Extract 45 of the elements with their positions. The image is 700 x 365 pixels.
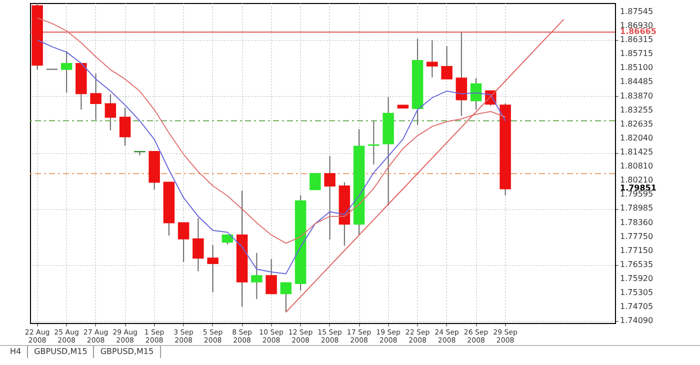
candlestick	[251, 252, 262, 300]
y-tick-label: 1.77750	[620, 232, 654, 242]
text: H4	[4, 346, 28, 358]
candlestick	[266, 258, 277, 295]
candlestick	[324, 156, 336, 240]
y-tick-label: 1.86315	[620, 35, 654, 44]
ref-line-label: 1.86665	[620, 27, 657, 36]
text: GBPUSD,M15	[94, 346, 161, 358]
y-tick-label: 1.77150	[620, 246, 654, 255]
y-tick-label: 1.82635	[620, 120, 654, 129]
y-tick-label: 1.83870	[620, 91, 654, 100]
y-tick-label: 1.74090	[620, 316, 654, 326]
candlestick	[456, 32, 468, 116]
line-series	[36, 40, 506, 274]
candlestick	[104, 94, 116, 131]
y-tick-label: 1.80810	[620, 162, 654, 171]
text: GBPUSD,M15	[28, 346, 94, 358]
y-tick-label: 1.76535	[620, 260, 654, 269]
candlestick	[441, 46, 452, 80]
candlestick	[90, 73, 102, 120]
candlestick	[60, 50, 72, 94]
candlestick	[470, 78, 482, 110]
candlestick	[280, 282, 292, 313]
y-tick-label: 1.87545	[620, 6, 654, 16]
y-tick-label: 1.78985	[620, 204, 654, 213]
y-tick-label: 1.80210	[620, 175, 654, 184]
y-tick-label: 1.74705	[620, 302, 654, 312]
y-tick-label: 1.82040	[620, 133, 654, 142]
candlestick	[426, 40, 438, 78]
y-tick-label: 1.81425	[620, 148, 654, 157]
y-tick-label: 1.84485	[620, 77, 654, 86]
candlestick	[119, 107, 131, 146]
y-tick-label: 1.79595	[620, 190, 654, 199]
y-tick-label: 1.75920	[620, 274, 654, 284]
line-series	[36, 17, 506, 244]
candlestick	[192, 217, 204, 272]
y-tick-label: 1.75305	[620, 288, 654, 298]
candlestick	[207, 244, 218, 293]
y-tick-label: 1.85715	[620, 48, 654, 58]
y-tick-label: 1.85100	[620, 63, 654, 72]
candlestick	[368, 120, 380, 165]
candlestick	[310, 172, 321, 191]
y-tick-label: 1.83255	[620, 105, 654, 114]
y-tick-label: 1.78360	[620, 218, 654, 227]
candlestick	[178, 222, 190, 263]
